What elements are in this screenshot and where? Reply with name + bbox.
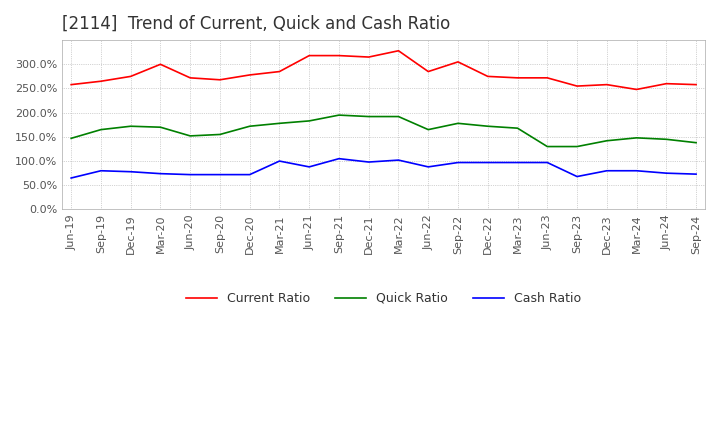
Quick Ratio xyxy=(632,135,641,140)
Text: [2114]  Trend of Current, Quick and Cash Ratio: [2114] Trend of Current, Quick and Cash … xyxy=(62,15,451,33)
Current Ratio xyxy=(67,82,76,87)
Cash Ratio xyxy=(662,171,670,176)
Cash Ratio xyxy=(96,168,105,173)
Line: Current Ratio: Current Ratio xyxy=(71,51,696,89)
Quick Ratio xyxy=(364,114,373,119)
Current Ratio xyxy=(246,72,254,77)
Quick Ratio xyxy=(454,121,462,126)
Current Ratio xyxy=(424,69,433,74)
Current Ratio xyxy=(513,75,522,81)
Cash Ratio xyxy=(543,160,552,165)
Quick Ratio xyxy=(692,140,701,145)
Cash Ratio xyxy=(156,171,165,176)
Current Ratio xyxy=(483,74,492,79)
Cash Ratio xyxy=(126,169,135,174)
Quick Ratio xyxy=(305,118,313,124)
Current Ratio xyxy=(543,75,552,81)
Current Ratio xyxy=(156,62,165,67)
Current Ratio xyxy=(454,59,462,65)
Quick Ratio xyxy=(394,114,402,119)
Cash Ratio xyxy=(246,172,254,177)
Legend: Current Ratio, Quick Ratio, Cash Ratio: Current Ratio, Quick Ratio, Cash Ratio xyxy=(181,287,587,310)
Cash Ratio xyxy=(603,168,611,173)
Cash Ratio xyxy=(186,172,194,177)
Cash Ratio xyxy=(275,158,284,164)
Current Ratio xyxy=(186,75,194,81)
Current Ratio xyxy=(394,48,402,53)
Quick Ratio xyxy=(424,127,433,132)
Quick Ratio xyxy=(186,133,194,139)
Line: Cash Ratio: Cash Ratio xyxy=(71,159,696,178)
Current Ratio xyxy=(364,55,373,60)
Current Ratio xyxy=(632,87,641,92)
Cash Ratio xyxy=(424,164,433,169)
Quick Ratio xyxy=(335,113,343,118)
Current Ratio xyxy=(126,74,135,79)
Cash Ratio xyxy=(215,172,224,177)
Quick Ratio xyxy=(572,144,581,149)
Current Ratio xyxy=(603,82,611,87)
Cash Ratio xyxy=(572,174,581,179)
Current Ratio xyxy=(305,53,313,58)
Cash Ratio xyxy=(305,164,313,169)
Current Ratio xyxy=(572,84,581,89)
Cash Ratio xyxy=(67,176,76,181)
Current Ratio xyxy=(692,82,701,87)
Cash Ratio xyxy=(513,160,522,165)
Line: Quick Ratio: Quick Ratio xyxy=(71,115,696,147)
Quick Ratio xyxy=(126,124,135,129)
Cash Ratio xyxy=(335,156,343,161)
Current Ratio xyxy=(662,81,670,86)
Cash Ratio xyxy=(632,168,641,173)
Quick Ratio xyxy=(275,121,284,126)
Quick Ratio xyxy=(67,136,76,141)
Current Ratio xyxy=(215,77,224,82)
Quick Ratio xyxy=(156,125,165,130)
Cash Ratio xyxy=(692,172,701,177)
Quick Ratio xyxy=(543,144,552,149)
Current Ratio xyxy=(335,53,343,58)
Quick Ratio xyxy=(662,137,670,142)
Current Ratio xyxy=(275,69,284,74)
Current Ratio xyxy=(96,79,105,84)
Quick Ratio xyxy=(513,125,522,131)
Quick Ratio xyxy=(96,127,105,132)
Cash Ratio xyxy=(364,159,373,165)
Quick Ratio xyxy=(215,132,224,137)
Quick Ratio xyxy=(246,124,254,129)
Cash Ratio xyxy=(483,160,492,165)
Quick Ratio xyxy=(483,124,492,129)
Cash Ratio xyxy=(394,158,402,163)
Cash Ratio xyxy=(454,160,462,165)
Quick Ratio xyxy=(603,138,611,143)
